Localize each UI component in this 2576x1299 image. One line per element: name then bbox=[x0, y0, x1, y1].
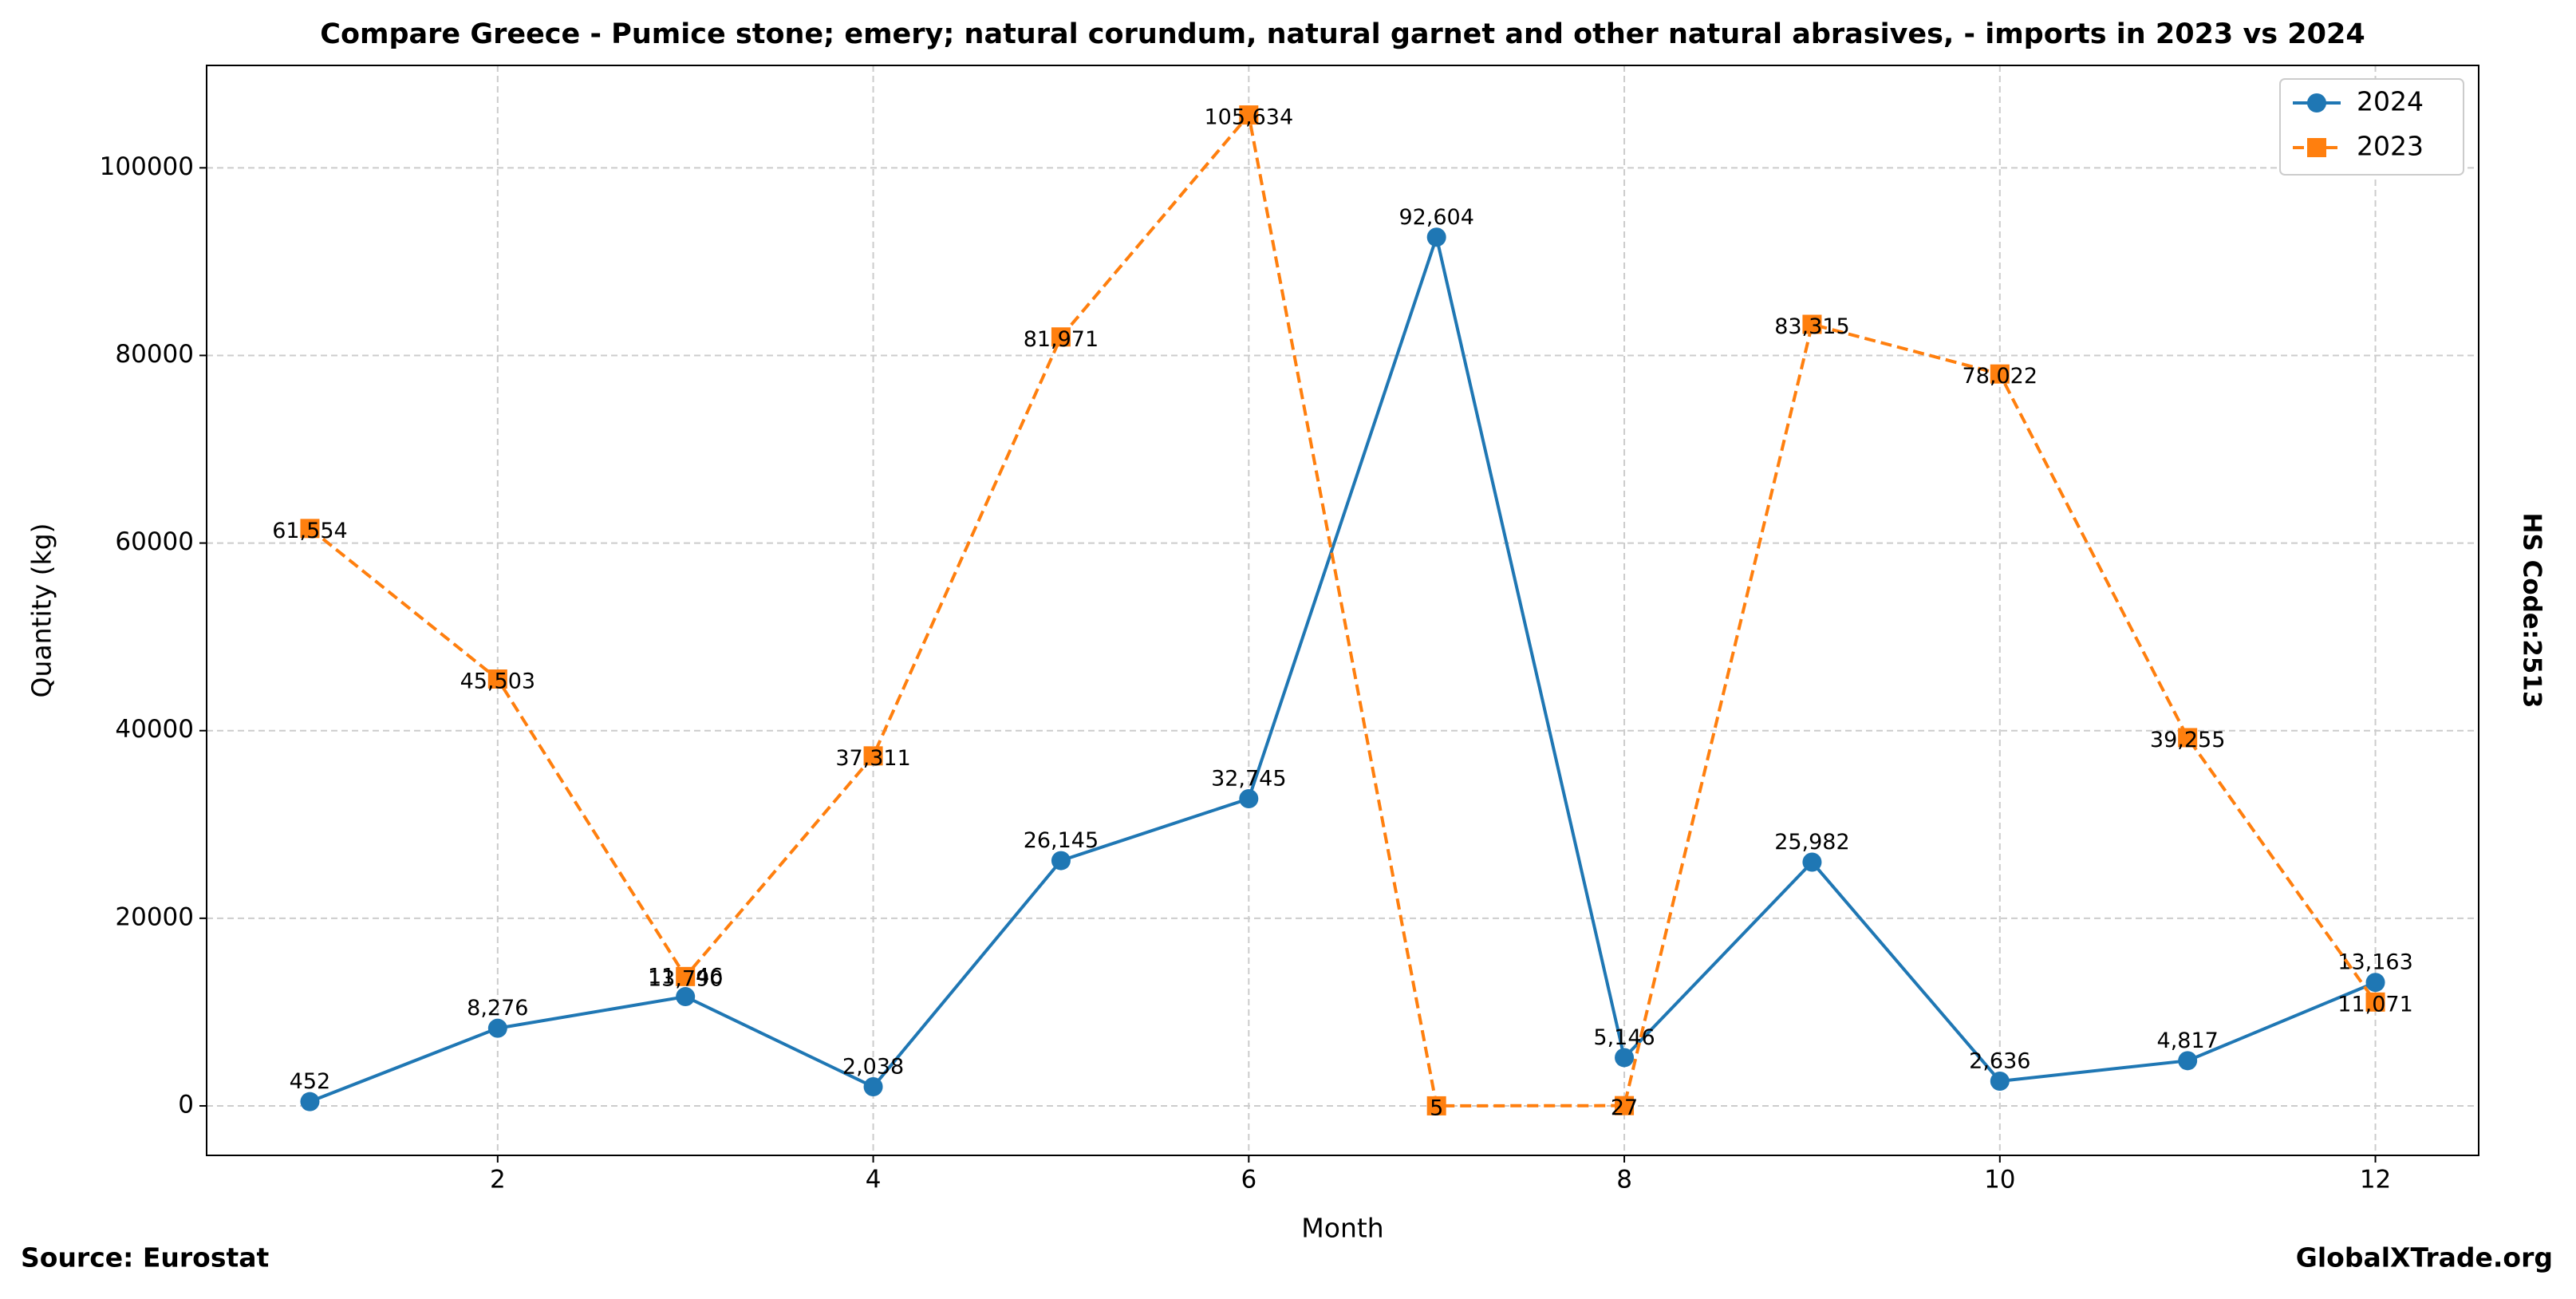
marker bbox=[2365, 992, 2385, 1012]
chart-title: Compare Greece - Pumice stone; emery; na… bbox=[320, 18, 2365, 50]
marker bbox=[1990, 1071, 2010, 1091]
source: Source: Eurostat bbox=[21, 1242, 270, 1273]
x-tick-label: 2 bbox=[490, 1166, 506, 1194]
x-tick-label: 6 bbox=[1241, 1166, 1256, 1194]
y-tick-label: 0 bbox=[178, 1090, 194, 1119]
marker bbox=[863, 746, 883, 766]
y-tick-label: 20000 bbox=[115, 902, 194, 931]
value-label: 27 bbox=[1611, 1096, 1638, 1120]
value-label: 13,790 bbox=[648, 966, 723, 991]
value-label: 13,163 bbox=[2337, 950, 2412, 975]
marker bbox=[487, 669, 507, 689]
value-label: 2,636 bbox=[1969, 1048, 2030, 1073]
value-label: 26,145 bbox=[1024, 828, 1099, 853]
marker bbox=[1239, 105, 1259, 125]
marker bbox=[1051, 327, 1071, 347]
y-tick-label: 80000 bbox=[115, 340, 194, 369]
value-label: 32,745 bbox=[1211, 767, 1286, 792]
marker bbox=[676, 966, 696, 986]
value-label: 11,071 bbox=[2337, 992, 2412, 1017]
value-label: 452 bbox=[290, 1069, 331, 1094]
value-label: 61,554 bbox=[272, 519, 347, 543]
series-line bbox=[309, 111, 2377, 1108]
y-tick-label: 100000 bbox=[100, 152, 194, 181]
value-label: 37,311 bbox=[835, 746, 910, 771]
x-tick-label: 10 bbox=[1984, 1166, 2015, 1194]
marker bbox=[1802, 852, 1822, 872]
marker bbox=[863, 1077, 883, 1097]
marker bbox=[1051, 851, 1071, 871]
value-label: 8,276 bbox=[467, 996, 528, 1021]
marker bbox=[2365, 973, 2385, 993]
value-label: 25,982 bbox=[1774, 830, 1849, 855]
hs-code: HS Code:2513 bbox=[2518, 512, 2546, 708]
x-tick-label: 12 bbox=[2360, 1166, 2391, 1194]
value-label: 81,971 bbox=[1024, 327, 1099, 352]
value-label: 45,503 bbox=[460, 669, 535, 694]
x-tick-label: 8 bbox=[1616, 1166, 1632, 1194]
marker bbox=[300, 1092, 320, 1111]
y-axis-label: Quantity (kg) bbox=[26, 523, 57, 698]
value-label: 83,315 bbox=[1774, 314, 1849, 339]
marker bbox=[1802, 314, 1822, 334]
value-label: 5 bbox=[1430, 1096, 1443, 1120]
value-label: 39,255 bbox=[2150, 728, 2225, 752]
series-line bbox=[309, 231, 2377, 1104]
marker bbox=[676, 987, 696, 1007]
x-tick-label: 4 bbox=[866, 1166, 882, 1194]
watermark: GlobalXTrade.org bbox=[2296, 1242, 2553, 1273]
marker bbox=[1615, 1096, 1635, 1115]
marker bbox=[2178, 728, 2198, 748]
value-label: 105,634 bbox=[1204, 105, 1293, 130]
marker bbox=[1990, 364, 2010, 384]
marker bbox=[2307, 93, 2326, 113]
plot-frame bbox=[206, 65, 2479, 1156]
legend-label: 2023 bbox=[2357, 131, 2424, 162]
marker bbox=[487, 1018, 507, 1038]
legend-label: 2024 bbox=[2357, 86, 2424, 117]
y-tick-label: 60000 bbox=[115, 527, 194, 556]
marker bbox=[2307, 138, 2326, 157]
value-label: 92,604 bbox=[1398, 205, 1473, 230]
marker bbox=[1426, 227, 1446, 247]
y-tick-label: 40000 bbox=[115, 715, 194, 744]
marker bbox=[1239, 789, 1259, 809]
value-label: 78,022 bbox=[1963, 364, 2038, 389]
marker bbox=[1615, 1048, 1635, 1068]
value-label: 4,817 bbox=[2157, 1029, 2219, 1053]
marker bbox=[2178, 1051, 2198, 1071]
value-label: 5,146 bbox=[1593, 1025, 1655, 1050]
x-axis-label: Month bbox=[1301, 1213, 1383, 1244]
value-label: 2,038 bbox=[842, 1055, 904, 1080]
marker bbox=[300, 519, 320, 539]
marker bbox=[1426, 1096, 1446, 1115]
